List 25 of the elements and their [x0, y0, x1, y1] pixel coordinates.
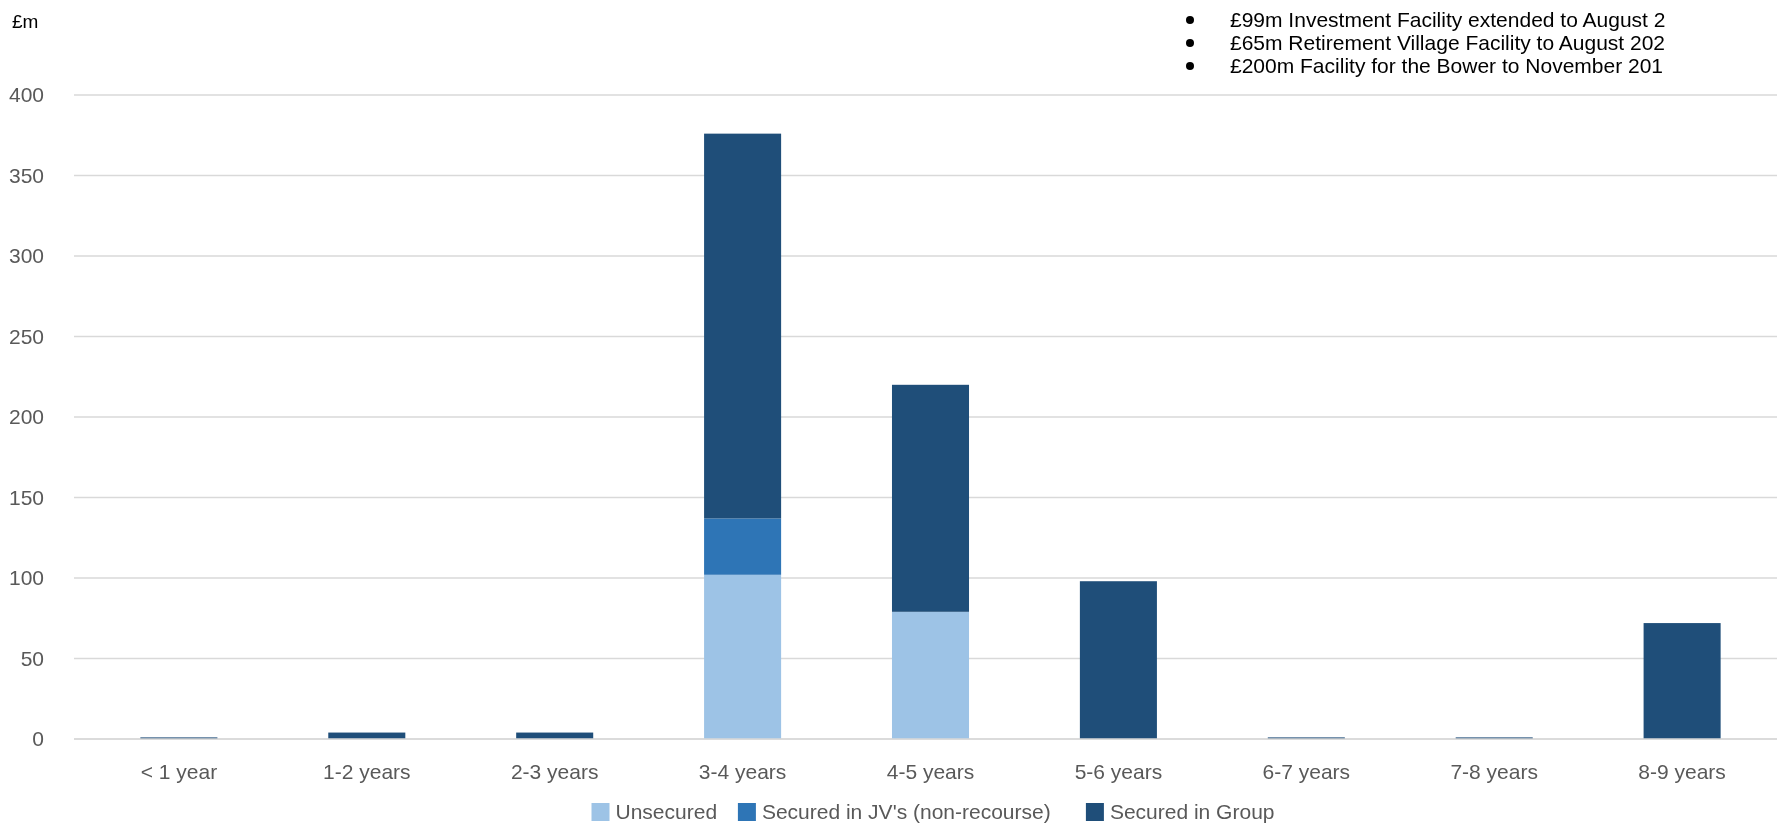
x-tick-label: 5-6 years: [1074, 760, 1163, 783]
y-tick-label: 50: [20, 646, 44, 670]
y-tick-label: 400: [8, 83, 44, 107]
y-axis-title: £m: [12, 11, 39, 32]
y-tick-label: 250: [8, 324, 44, 348]
x-tick-label: 7-8 years: [1450, 760, 1538, 783]
y-tick-label: 200: [8, 405, 44, 429]
x-tick-label: 6-7 years: [1262, 760, 1351, 783]
legend-label: Secured in JV's (non-recourse): [761, 800, 1051, 823]
x-tick-label: 3-4 years: [698, 760, 787, 783]
x-tick-label: 2-3 years: [510, 760, 599, 783]
x-tick-label: 4-5 years: [886, 760, 975, 783]
y-tick-label: 0: [32, 727, 44, 751]
text: £99m Investment Facility extended to August 2: [1230, 8, 1666, 31]
x-tick-label: 8-9 years: [1638, 760, 1726, 783]
y-tick-label: 100: [8, 566, 44, 590]
text: £65m Retirement Village Facility to August 202: [1230, 31, 1666, 54]
y-tick-label: 350: [8, 163, 44, 187]
text: £200m Facility for the Bower to November 201: [1230, 54, 1664, 77]
legend-label: Secured in Group: [1109, 800, 1275, 823]
legend-label: Unsecured: [615, 800, 718, 823]
x-tick-label: 1-2 years: [323, 760, 411, 783]
y-tick-label: 150: [8, 485, 44, 509]
x-tick-label: < 1 year: [140, 760, 218, 783]
y-tick-label: 300: [8, 244, 44, 268]
